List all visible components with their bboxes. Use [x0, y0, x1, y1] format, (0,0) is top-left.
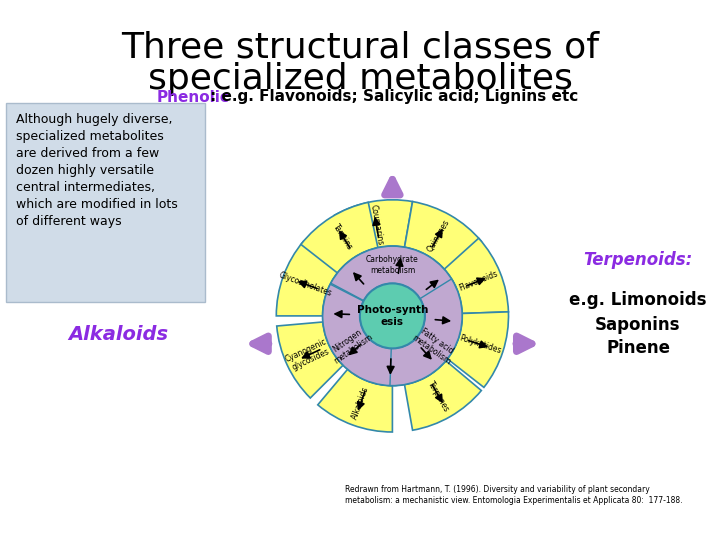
- Circle shape: [360, 284, 425, 348]
- Text: specialized metabolites: specialized metabolites: [148, 62, 572, 96]
- Wedge shape: [301, 202, 378, 273]
- Wedge shape: [276, 241, 339, 316]
- Text: Cyanogenic
glycosides: Cyanogenic glycosides: [284, 337, 333, 373]
- Text: e.g. Limonoids: e.g. Limonoids: [570, 291, 707, 309]
- Text: Coumarins: Coumarins: [368, 204, 384, 246]
- Wedge shape: [390, 279, 462, 386]
- Text: Glycosinolates: Glycosinolates: [277, 271, 333, 298]
- Wedge shape: [447, 312, 508, 387]
- Text: : e.g. Flavonoids; Salicylic acid; Lignins etc: : e.g. Flavonoids; Salicylic acid; Ligni…: [210, 90, 578, 105]
- Text: Terpenes: Terpenes: [426, 379, 451, 414]
- Text: Quinones: Quinones: [426, 218, 451, 253]
- Wedge shape: [405, 201, 482, 271]
- Text: Fatty acid
metabolism: Fatty acid metabolism: [410, 325, 459, 366]
- Wedge shape: [318, 369, 392, 432]
- Text: Redrawn from Hartmann, T. (1996). Diversity and variability of plant secondary
m: Redrawn from Hartmann, T. (1996). Divers…: [345, 485, 683, 505]
- Wedge shape: [444, 238, 508, 313]
- Text: Nitrogen
metabolism: Nitrogen metabolism: [326, 325, 374, 366]
- Wedge shape: [405, 361, 482, 430]
- Text: Alkaloids: Alkaloids: [351, 386, 371, 421]
- Wedge shape: [276, 322, 343, 398]
- Circle shape: [323, 246, 462, 386]
- Text: Polyketides: Polyketides: [459, 334, 503, 356]
- Text: Carbohydrate
metabolism: Carbohydrate metabolism: [366, 255, 419, 274]
- Wedge shape: [334, 200, 413, 255]
- Text: Photo-synth
esis: Photo-synth esis: [356, 305, 428, 327]
- Wedge shape: [331, 246, 454, 301]
- Text: Although hugely diverse,
specialized metabolites
are derived from a few
dozen hi: Although hugely diverse, specialized met…: [16, 113, 178, 228]
- Text: Phenolic: Phenolic: [157, 90, 230, 105]
- Text: Saponins: Saponins: [595, 316, 680, 334]
- Text: Pinene: Pinene: [606, 339, 670, 357]
- Text: Flavonoids: Flavonoids: [458, 269, 499, 293]
- FancyBboxPatch shape: [6, 103, 205, 302]
- Wedge shape: [323, 284, 401, 386]
- Text: Terpenoids:: Terpenoids:: [583, 251, 693, 269]
- Text: Three structural classes of: Three structural classes of: [121, 30, 599, 64]
- Text: Tannins: Tannins: [332, 222, 355, 252]
- Text: Alkaloids: Alkaloids: [68, 326, 168, 345]
